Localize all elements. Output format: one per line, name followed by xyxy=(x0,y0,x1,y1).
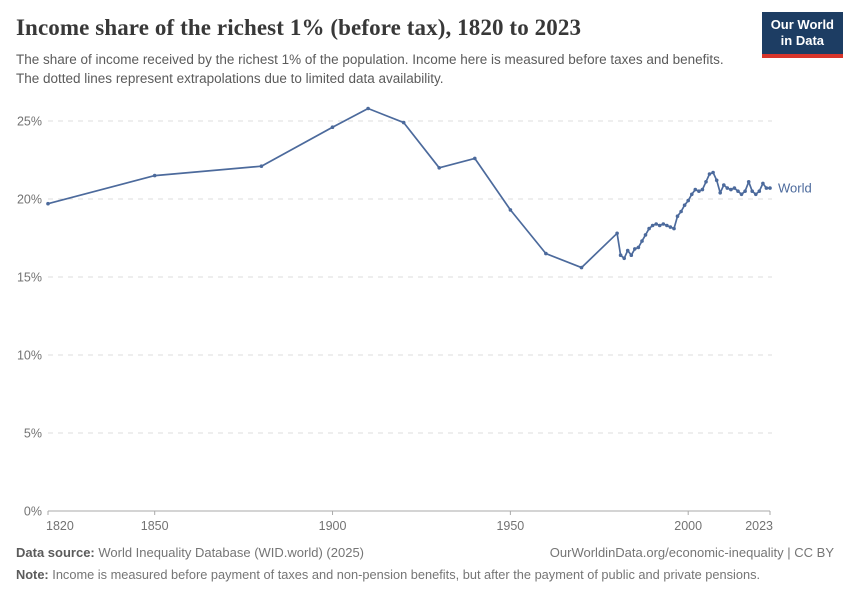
y-axis-tick-label: 15% xyxy=(17,271,42,285)
series-line-world[interactable] xyxy=(47,107,771,269)
data-point-marker[interactable] xyxy=(754,192,758,197)
data-point-marker[interactable] xyxy=(661,222,666,226)
y-axis-tick-label: 5% xyxy=(24,427,42,441)
data-point-marker[interactable] xyxy=(704,180,708,184)
data-point-marker[interactable] xyxy=(693,187,698,192)
owid-logo[interactable]: Our World in Data xyxy=(761,12,843,58)
data-point-marker[interactable] xyxy=(722,183,726,187)
x-axis-tick-label: 1900 xyxy=(319,519,347,533)
data-point-marker[interactable] xyxy=(746,180,751,184)
data-point-marker[interactable] xyxy=(636,245,641,250)
data-point-marker[interactable] xyxy=(615,231,619,236)
y-axis-tick-label: 25% xyxy=(17,115,42,129)
data-point-marker[interactable] xyxy=(675,214,680,218)
owid-logo-line2: in Data xyxy=(780,33,825,49)
data-point-marker[interactable] xyxy=(732,186,737,190)
chart-title: Income share of the richest 1% (before t… xyxy=(16,15,582,40)
chart-subtitle: The share of income received by the rich… xyxy=(16,51,724,86)
chart-footer: Data source: World Inequality Database (… xyxy=(16,544,834,584)
data-point-marker[interactable] xyxy=(437,166,442,170)
data-point-marker[interactable] xyxy=(739,192,744,197)
data-point-marker[interactable] xyxy=(622,256,626,261)
data-point-marker[interactable] xyxy=(729,187,733,192)
data-point-marker[interactable] xyxy=(643,233,648,237)
y-axis-tick-label: 10% xyxy=(17,349,42,363)
data-point-marker[interactable] xyxy=(700,187,705,192)
data-point-marker[interactable] xyxy=(768,186,772,190)
x-axis-tick-label: 1850 xyxy=(141,519,169,533)
data-point-marker[interactable] xyxy=(366,106,370,111)
data-source-label: Data source: xyxy=(16,545,95,560)
footnote-label: Note: xyxy=(16,566,49,582)
data-point-marker[interactable] xyxy=(259,164,264,168)
data-point-marker[interactable] xyxy=(647,226,651,231)
data-point-marker[interactable] xyxy=(654,222,658,226)
data-point-marker[interactable] xyxy=(668,225,673,229)
data-point-marker[interactable] xyxy=(544,251,548,256)
data-point-marker[interactable] xyxy=(579,265,584,270)
data-point-marker[interactable] xyxy=(401,120,406,125)
data-point-marker[interactable] xyxy=(473,156,477,161)
data-point-marker[interactable] xyxy=(640,239,644,243)
y-axis-tick-label: 0% xyxy=(24,505,42,519)
data-point-marker[interactable] xyxy=(330,125,335,129)
data-point-marker[interactable] xyxy=(508,208,513,212)
data-point-marker[interactable] xyxy=(665,223,669,228)
data-point-marker[interactable] xyxy=(690,192,694,197)
chart-header: Income share of the richest 1% (before t… xyxy=(16,14,834,88)
data-point-marker[interactable] xyxy=(697,189,701,193)
data-point-marker[interactable] xyxy=(761,181,765,186)
data-point-marker[interactable] xyxy=(682,203,687,207)
data-point-marker[interactable] xyxy=(757,189,762,193)
data-point-marker[interactable] xyxy=(707,172,712,176)
data-point-marker[interactable] xyxy=(750,189,754,193)
data-point-marker[interactable] xyxy=(736,189,740,193)
data-point-marker[interactable] xyxy=(657,223,662,228)
data-source-text: Data source: World Inequality Database (… xyxy=(16,545,365,560)
data-point-marker[interactable] xyxy=(714,178,719,183)
owid-logo-line1: Our World xyxy=(770,17,834,32)
data-point-marker[interactable] xyxy=(618,253,623,257)
data-point-marker[interactable] xyxy=(629,253,634,257)
x-axis-tick-label: 2000 xyxy=(674,519,702,533)
x-axis-tick-label: 1950 xyxy=(496,519,524,533)
y-axis-tick-label: 20% xyxy=(17,193,42,207)
data-point-marker[interactable] xyxy=(152,173,157,178)
data-point-marker[interactable] xyxy=(46,201,50,206)
line-chart[interactable]: 0% 5% 10% 15% 20% 25% 1820 1850 1900 1950 2000 2023… xyxy=(0,88,850,538)
data-point-marker[interactable] xyxy=(718,191,722,195)
data-point-marker[interactable] xyxy=(650,223,655,228)
footnote: Note: Income is measured before payment … xyxy=(16,566,761,582)
data-point-marker[interactable] xyxy=(625,248,630,253)
data-point-marker[interactable] xyxy=(672,226,676,231)
data-point-marker[interactable] xyxy=(633,247,637,251)
x-axis-tick-label: 2023 xyxy=(745,519,773,533)
owid-link[interactable]: OurWorldinData.org/economic-inequality |… xyxy=(549,545,834,560)
data-point-marker[interactable] xyxy=(725,186,730,190)
data-point-marker[interactable] xyxy=(711,170,715,175)
x-axis-tick-label: 1820 xyxy=(46,519,74,533)
data-point-marker[interactable] xyxy=(764,186,769,190)
data-point-marker[interactable] xyxy=(679,209,683,214)
data-point-marker[interactable] xyxy=(686,198,690,203)
data-point-marker[interactable] xyxy=(743,189,747,193)
series-label-world[interactable]: World xyxy=(778,181,812,196)
